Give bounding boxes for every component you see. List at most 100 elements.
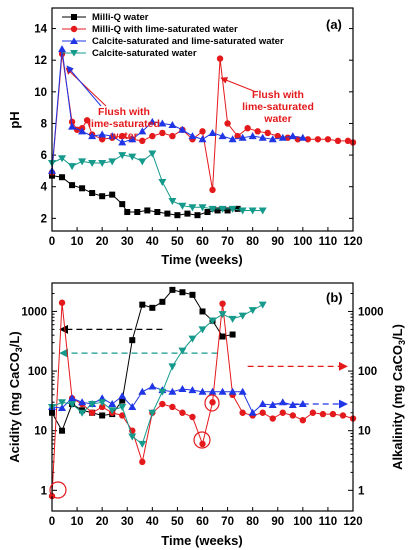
data-point <box>334 137 342 145</box>
highlight-circle-week0 <box>49 481 67 499</box>
data-point <box>179 289 186 296</box>
annotation-1-line-3: water <box>109 130 137 142</box>
panel-a-xtick-label: 40 <box>146 236 159 248</box>
data-point <box>309 409 317 416</box>
data-point <box>59 174 66 181</box>
series-milli-q-water <box>49 172 241 219</box>
panel-b-ytick-label-right: 1 <box>358 485 365 497</box>
data-point <box>208 128 217 136</box>
data-point <box>238 207 247 215</box>
legend: Milli-Q water Milli-Q with lime-saturate… <box>62 12 284 59</box>
data-point <box>208 317 217 325</box>
data-point <box>189 291 196 298</box>
panel-a-ytick-label: 4 <box>41 182 48 194</box>
data-point <box>169 286 176 293</box>
data-point <box>248 132 257 140</box>
data-point <box>68 163 77 171</box>
data-point <box>168 121 177 129</box>
data-point <box>58 399 67 407</box>
data-point <box>224 120 231 127</box>
data-point <box>59 427 66 434</box>
data-point <box>284 134 291 141</box>
panel-a-frame <box>51 7 354 232</box>
data-point <box>234 205 241 212</box>
data-point <box>58 299 66 306</box>
legend-marker-calcite-lime <box>70 37 78 44</box>
data-point <box>229 331 236 338</box>
panel-a-ytick-label: 14 <box>34 24 47 36</box>
panel-a-xlabel: Time (weeks) <box>161 252 242 267</box>
data-point <box>218 132 227 140</box>
data-point <box>279 409 286 416</box>
annotation-1-arrow-red <box>65 67 107 107</box>
data-point <box>138 387 147 395</box>
legend-item-calcite-lime: Calcite-saturated and lime-saturated wat… <box>62 36 284 47</box>
data-point <box>278 398 287 406</box>
data-point <box>298 133 307 141</box>
data-point <box>228 315 237 323</box>
data-point <box>258 400 267 408</box>
data-point <box>159 400 166 408</box>
data-point <box>148 409 157 417</box>
data-point <box>179 409 186 416</box>
data-point <box>209 399 216 406</box>
data-point <box>178 202 187 210</box>
data-point <box>168 387 177 395</box>
legend-label-milliq-lime: Milli-Q with lime-saturated water <box>92 24 238 35</box>
data-point <box>98 136 106 143</box>
data-point <box>124 209 131 216</box>
data-point <box>278 133 287 141</box>
series-line-calcite-saturated-and-lime-saturated-water <box>51 386 303 414</box>
highlight-circle-week64 <box>204 394 220 412</box>
data-point <box>139 301 146 308</box>
data-point <box>244 124 251 132</box>
data-point <box>248 207 257 215</box>
data-point <box>78 127 87 135</box>
panel-a-xtick-label: 120 <box>343 236 362 248</box>
panel-a-series <box>48 45 357 219</box>
legend-item-milliq: Milli-Q water <box>62 12 149 23</box>
data-point <box>169 403 176 411</box>
annotation-2-line-2: lime-saturated <box>242 101 314 113</box>
data-point <box>304 136 312 143</box>
data-point <box>128 433 137 441</box>
panel-b-xlabel: Time (weeks) <box>161 533 242 548</box>
data-point <box>228 387 237 395</box>
data-point <box>228 205 237 213</box>
panel-a: 0 10 20 30 40 50 60 70 80 90 100 110 120 2 4 6 8 10 12 14 (… <box>7 7 363 267</box>
data-point <box>169 132 176 140</box>
panel-b-label: (b) <box>326 290 343 305</box>
data-point <box>339 412 347 419</box>
panel-a-xtick-label: 50 <box>171 236 184 248</box>
data-point <box>238 312 247 320</box>
data-point <box>158 388 167 396</box>
panel-b-ytick-label-left: 1000 <box>21 306 47 318</box>
legend-item-calcite: Calcite-saturated water <box>62 48 197 59</box>
panel-b-ytick-label-left: 100 <box>28 366 47 378</box>
panel-a-ylabel: pH <box>7 111 22 128</box>
data-point <box>148 150 157 158</box>
data-point <box>149 132 156 140</box>
data-point <box>228 135 237 143</box>
data-point <box>198 204 207 212</box>
data-point <box>108 407 117 415</box>
data-point <box>288 132 297 140</box>
data-point <box>119 397 126 404</box>
panel-a-xtick-label: 100 <box>293 236 312 248</box>
annotation-2-arrow <box>220 77 257 93</box>
panel-b-xtick-label: 20 <box>96 516 109 528</box>
panel-b-ylabel-left: Acidity (mg CaCO3/L) <box>7 331 24 462</box>
data-point <box>199 128 206 135</box>
data-point <box>258 301 267 309</box>
data-point <box>58 45 67 53</box>
data-point <box>118 138 127 146</box>
data-point <box>88 132 97 140</box>
data-point <box>218 205 227 213</box>
data-point <box>144 207 151 214</box>
data-point <box>68 401 77 409</box>
data-point <box>139 458 146 466</box>
data-point <box>319 410 327 418</box>
data-point <box>88 409 96 416</box>
annotation-2-line-1: Flush with <box>252 89 304 101</box>
data-point <box>234 132 241 140</box>
